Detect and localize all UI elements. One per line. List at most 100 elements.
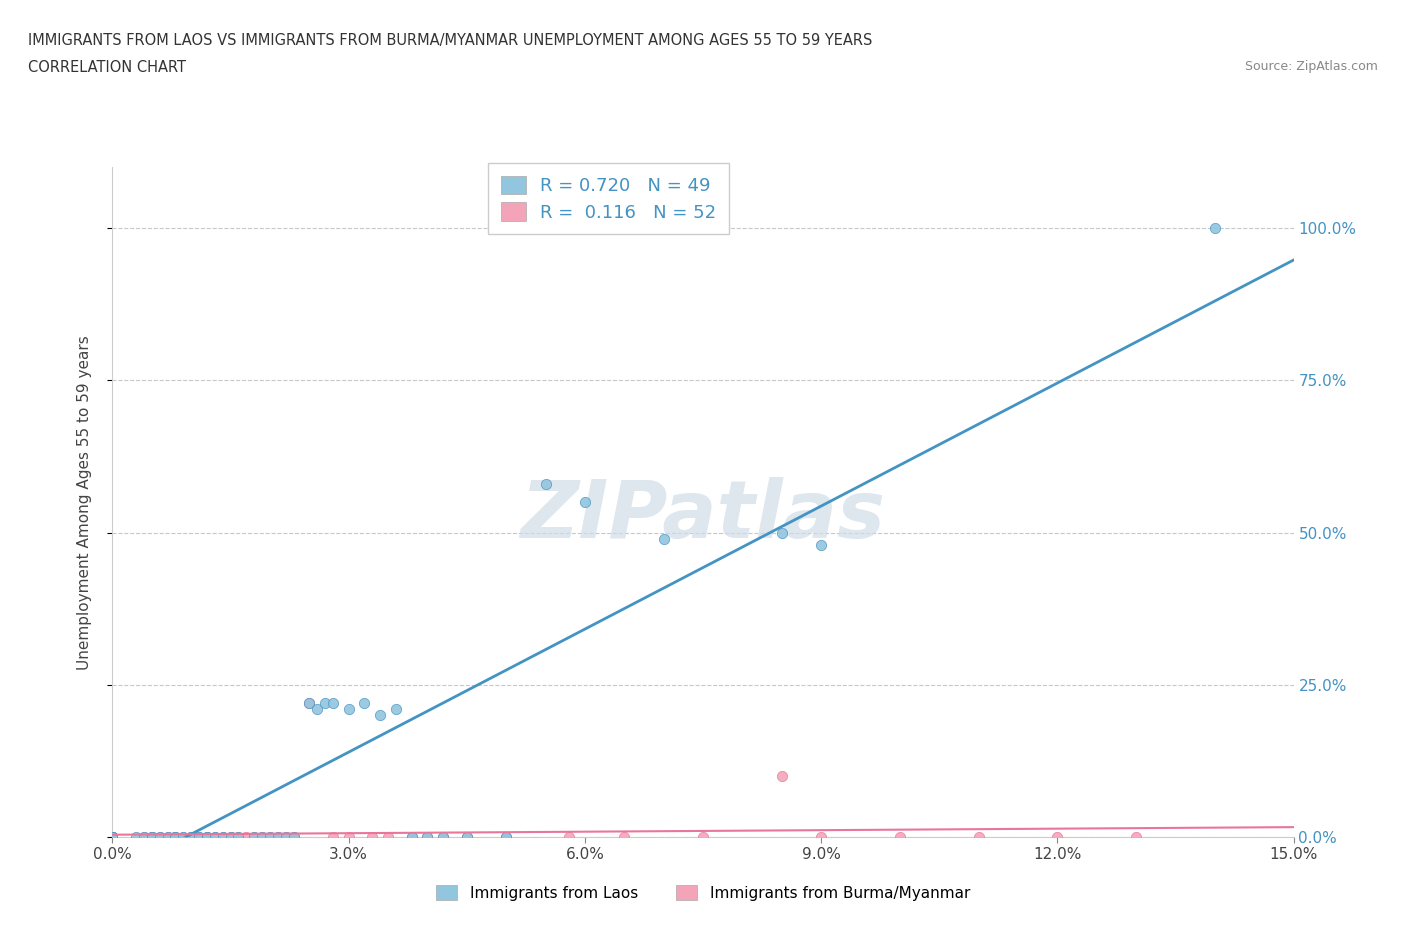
- Point: [307, 702, 329, 717]
- Point: [141, 830, 163, 844]
- Point: [165, 830, 187, 844]
- Point: [165, 830, 187, 844]
- Point: [283, 830, 305, 844]
- Point: [243, 830, 266, 844]
- Point: [180, 830, 202, 844]
- Y-axis label: Unemployment Among Ages 55 to 59 years: Unemployment Among Ages 55 to 59 years: [77, 335, 91, 670]
- Point: [141, 830, 163, 844]
- Text: CORRELATION CHART: CORRELATION CHART: [28, 60, 186, 75]
- Point: [416, 830, 439, 844]
- Point: [770, 525, 793, 540]
- Point: [132, 830, 155, 844]
- Point: [432, 830, 454, 844]
- Point: [495, 830, 517, 844]
- Point: [101, 830, 124, 844]
- Point: [141, 830, 163, 844]
- Point: [322, 830, 344, 844]
- Legend: Immigrants from Laos, Immigrants from Burma/Myanmar: Immigrants from Laos, Immigrants from Bu…: [429, 878, 977, 909]
- Point: [337, 830, 360, 844]
- Point: [156, 830, 179, 844]
- Point: [165, 830, 187, 844]
- Point: [195, 830, 218, 844]
- Point: [401, 830, 423, 844]
- Point: [810, 538, 832, 552]
- Point: [416, 830, 439, 844]
- Point: [149, 830, 172, 844]
- Point: [267, 830, 290, 844]
- Point: [156, 830, 179, 844]
- Point: [101, 830, 124, 844]
- Point: [101, 830, 124, 844]
- Point: [195, 830, 218, 844]
- Point: [1125, 830, 1147, 844]
- Point: [574, 495, 596, 510]
- Point: [211, 830, 233, 844]
- Point: [432, 830, 454, 844]
- Point: [613, 830, 636, 844]
- Point: [132, 830, 155, 844]
- Point: [101, 830, 124, 844]
- Point: [235, 830, 257, 844]
- Point: [195, 830, 218, 844]
- Point: [810, 830, 832, 844]
- Point: [243, 830, 266, 844]
- Point: [101, 830, 124, 844]
- Point: [149, 830, 172, 844]
- Point: [361, 830, 384, 844]
- Point: [101, 830, 124, 844]
- Point: [274, 830, 297, 844]
- Text: ZIPatlas: ZIPatlas: [520, 476, 886, 554]
- Point: [456, 830, 478, 844]
- Point: [337, 702, 360, 717]
- Point: [188, 830, 211, 844]
- Point: [456, 830, 478, 844]
- Point: [101, 830, 124, 844]
- Point: [125, 830, 148, 844]
- Point: [180, 830, 202, 844]
- Point: [652, 531, 675, 546]
- Point: [172, 830, 194, 844]
- Legend: R = 0.720   N = 49, R =  0.116   N = 52: R = 0.720 N = 49, R = 0.116 N = 52: [488, 163, 730, 234]
- Point: [204, 830, 226, 844]
- Point: [141, 830, 163, 844]
- Point: [204, 830, 226, 844]
- Point: [1046, 830, 1069, 844]
- Point: [172, 830, 194, 844]
- Text: IMMIGRANTS FROM LAOS VS IMMIGRANTS FROM BURMA/MYANMAR UNEMPLOYMENT AMONG AGES 55: IMMIGRANTS FROM LAOS VS IMMIGRANTS FROM …: [28, 33, 873, 47]
- Text: Source: ZipAtlas.com: Source: ZipAtlas.com: [1244, 60, 1378, 73]
- Point: [385, 702, 408, 717]
- Point: [101, 830, 124, 844]
- Point: [165, 830, 187, 844]
- Point: [495, 830, 517, 844]
- Point: [377, 830, 399, 844]
- Point: [219, 830, 242, 844]
- Point: [534, 476, 557, 491]
- Point: [250, 830, 273, 844]
- Point: [228, 830, 250, 844]
- Point: [314, 696, 336, 711]
- Point: [219, 830, 242, 844]
- Point: [353, 696, 375, 711]
- Point: [889, 830, 911, 844]
- Point: [101, 830, 124, 844]
- Point: [228, 830, 250, 844]
- Point: [401, 830, 423, 844]
- Point: [101, 830, 124, 844]
- Point: [558, 830, 581, 844]
- Point: [101, 830, 124, 844]
- Point: [250, 830, 273, 844]
- Point: [298, 696, 321, 711]
- Point: [101, 830, 124, 844]
- Point: [188, 830, 211, 844]
- Point: [283, 830, 305, 844]
- Point: [219, 830, 242, 844]
- Point: [298, 696, 321, 711]
- Point: [101, 830, 124, 844]
- Point: [259, 830, 281, 844]
- Point: [180, 830, 202, 844]
- Point: [368, 708, 391, 723]
- Point: [1204, 220, 1226, 235]
- Point: [322, 696, 344, 711]
- Point: [101, 830, 124, 844]
- Point: [101, 830, 124, 844]
